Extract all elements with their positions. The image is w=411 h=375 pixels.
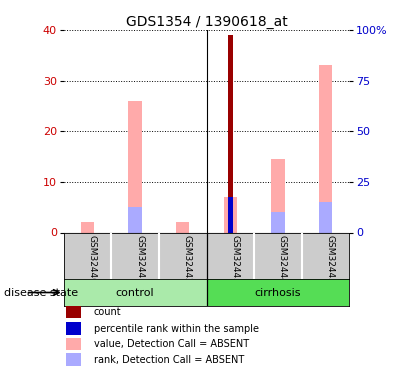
Bar <box>206 279 349 306</box>
Text: count: count <box>94 307 121 317</box>
Bar <box>224 197 237 232</box>
Text: rank, Detection Call = ABSENT: rank, Detection Call = ABSENT <box>94 355 244 365</box>
Bar <box>319 65 332 232</box>
Text: disease state: disease state <box>4 288 78 298</box>
Text: value, Detection Call = ABSENT: value, Detection Call = ABSENT <box>94 339 249 349</box>
Bar <box>271 159 284 232</box>
Text: GSM32445: GSM32445 <box>326 236 335 284</box>
Title: GDS1354 / 1390618_at: GDS1354 / 1390618_at <box>126 15 287 29</box>
FancyBboxPatch shape <box>66 354 81 366</box>
FancyBboxPatch shape <box>66 338 81 350</box>
Text: percentile rank within the sample: percentile rank within the sample <box>94 324 259 333</box>
Bar <box>228 197 233 232</box>
Bar <box>228 35 233 232</box>
Bar <box>129 101 142 232</box>
Text: GSM32444: GSM32444 <box>278 236 287 284</box>
Text: control: control <box>116 288 155 297</box>
Bar <box>319 202 332 232</box>
Bar <box>176 222 189 232</box>
FancyBboxPatch shape <box>66 306 81 318</box>
Bar <box>64 279 206 306</box>
Text: GSM32442: GSM32442 <box>183 236 192 284</box>
Text: cirrhosis: cirrhosis <box>255 288 301 297</box>
Text: GSM32440: GSM32440 <box>88 236 97 284</box>
Bar <box>81 222 94 232</box>
Text: GSM32441: GSM32441 <box>135 236 144 284</box>
Bar <box>129 207 142 232</box>
Text: GSM32443: GSM32443 <box>230 236 239 284</box>
FancyBboxPatch shape <box>66 322 81 335</box>
Bar <box>271 212 284 232</box>
